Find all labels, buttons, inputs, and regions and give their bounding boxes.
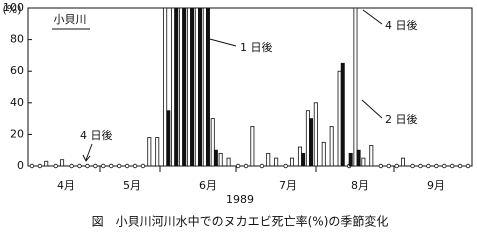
zero-marker: [53, 163, 58, 169]
bar: [194, 7, 199, 167]
zero-marker: [116, 163, 122, 169]
month-label: 8月: [351, 179, 369, 192]
annotation: 1 日後: [240, 40, 273, 54]
zero-marker: [85, 163, 90, 169]
annotation-arrows: [82, 9, 383, 162]
bar: [179, 7, 184, 167]
bar: [205, 7, 210, 167]
bar: [250, 126, 255, 167]
zero-marker: [449, 163, 455, 169]
annotation: 4 日後: [385, 18, 418, 32]
zero-marker: [394, 163, 399, 169]
bar: [218, 152, 223, 167]
bar: [174, 7, 179, 167]
caption: 図 小貝川河川水中でのヌカエビ死亡率(%)の季節変化: [92, 214, 389, 229]
bar: [313, 102, 318, 167]
month-label: 9月: [427, 179, 445, 192]
zero-marker: [243, 163, 249, 169]
bar: [60, 159, 65, 167]
bar: [361, 157, 366, 167]
month-label: 4月: [57, 179, 75, 192]
bar: [340, 62, 345, 167]
bar: [369, 145, 374, 167]
zero-marker: [457, 163, 463, 169]
bar: [147, 137, 152, 167]
zero-marker: [418, 163, 423, 169]
zero-marker: [37, 163, 43, 169]
bar: [198, 7, 203, 167]
bar: [266, 152, 271, 167]
bar: [290, 157, 295, 167]
bar: [44, 160, 49, 167]
zero-marker: [93, 163, 98, 169]
bar: [171, 7, 176, 167]
bar: [401, 157, 406, 167]
zero-marker: [235, 163, 241, 169]
bar: [301, 152, 306, 167]
chart-title: 小貝川: [54, 13, 87, 26]
zero-marker: [386, 163, 391, 169]
bar: [309, 118, 314, 167]
plot-frame: [27, 7, 473, 167]
bar: [329, 126, 334, 167]
y-tick-label: 100: [3, 1, 24, 14]
zero-marker: [465, 163, 471, 169]
zero-marker: [124, 163, 130, 169]
month-label: 6月: [199, 179, 217, 192]
y-tick-label: 60: [10, 64, 24, 77]
zero-marker: [426, 163, 431, 169]
zero-marker: [434, 163, 439, 169]
zero-marker: [77, 163, 82, 169]
month-ticks: [99, 166, 395, 172]
bar: [155, 137, 160, 167]
bar: [226, 157, 231, 167]
bar: [210, 118, 215, 167]
zero-marker: [410, 163, 415, 169]
bar: [186, 7, 191, 167]
zero-marker: [132, 163, 138, 169]
annotation: 4 日後: [80, 128, 113, 142]
bar: [305, 110, 310, 167]
bar: [337, 70, 342, 167]
bar: [202, 7, 207, 167]
chart: (%) 小貝川 4月 5月 6月 7月 8月 9月 1989 図 小貝川河川水中…: [2, 1, 473, 229]
month-label: 5月: [123, 179, 141, 192]
bar: [213, 149, 218, 167]
bar: [348, 152, 353, 167]
zero-marker: [283, 163, 288, 169]
bar: [163, 7, 168, 167]
bar: [274, 157, 279, 167]
zero-marker: [140, 163, 146, 169]
x-axis-label: 1989: [226, 193, 254, 206]
month-label: 7月: [279, 179, 297, 192]
y-axis-label: (%): [2, 3, 21, 16]
bar: [321, 141, 326, 167]
y-tick-label: 40: [10, 96, 24, 109]
zero-marker: [29, 163, 35, 169]
y-tick-label: 80: [10, 33, 24, 46]
zero-marker: [259, 163, 265, 169]
zero-marker: [101, 163, 106, 169]
zero-marker: [442, 163, 447, 169]
zero-marker: [69, 163, 74, 169]
annotation: 2 日後: [385, 112, 418, 126]
bar: [356, 149, 361, 167]
bar: [166, 110, 171, 167]
bar: [190, 7, 195, 167]
y-tick-label: 0: [17, 159, 24, 172]
bar: [353, 7, 358, 167]
bar: [182, 7, 187, 167]
zero-marker: [378, 163, 384, 169]
bar: [297, 146, 302, 167]
zero-marker: [109, 163, 114, 169]
y-tick-label: 20: [10, 127, 24, 140]
